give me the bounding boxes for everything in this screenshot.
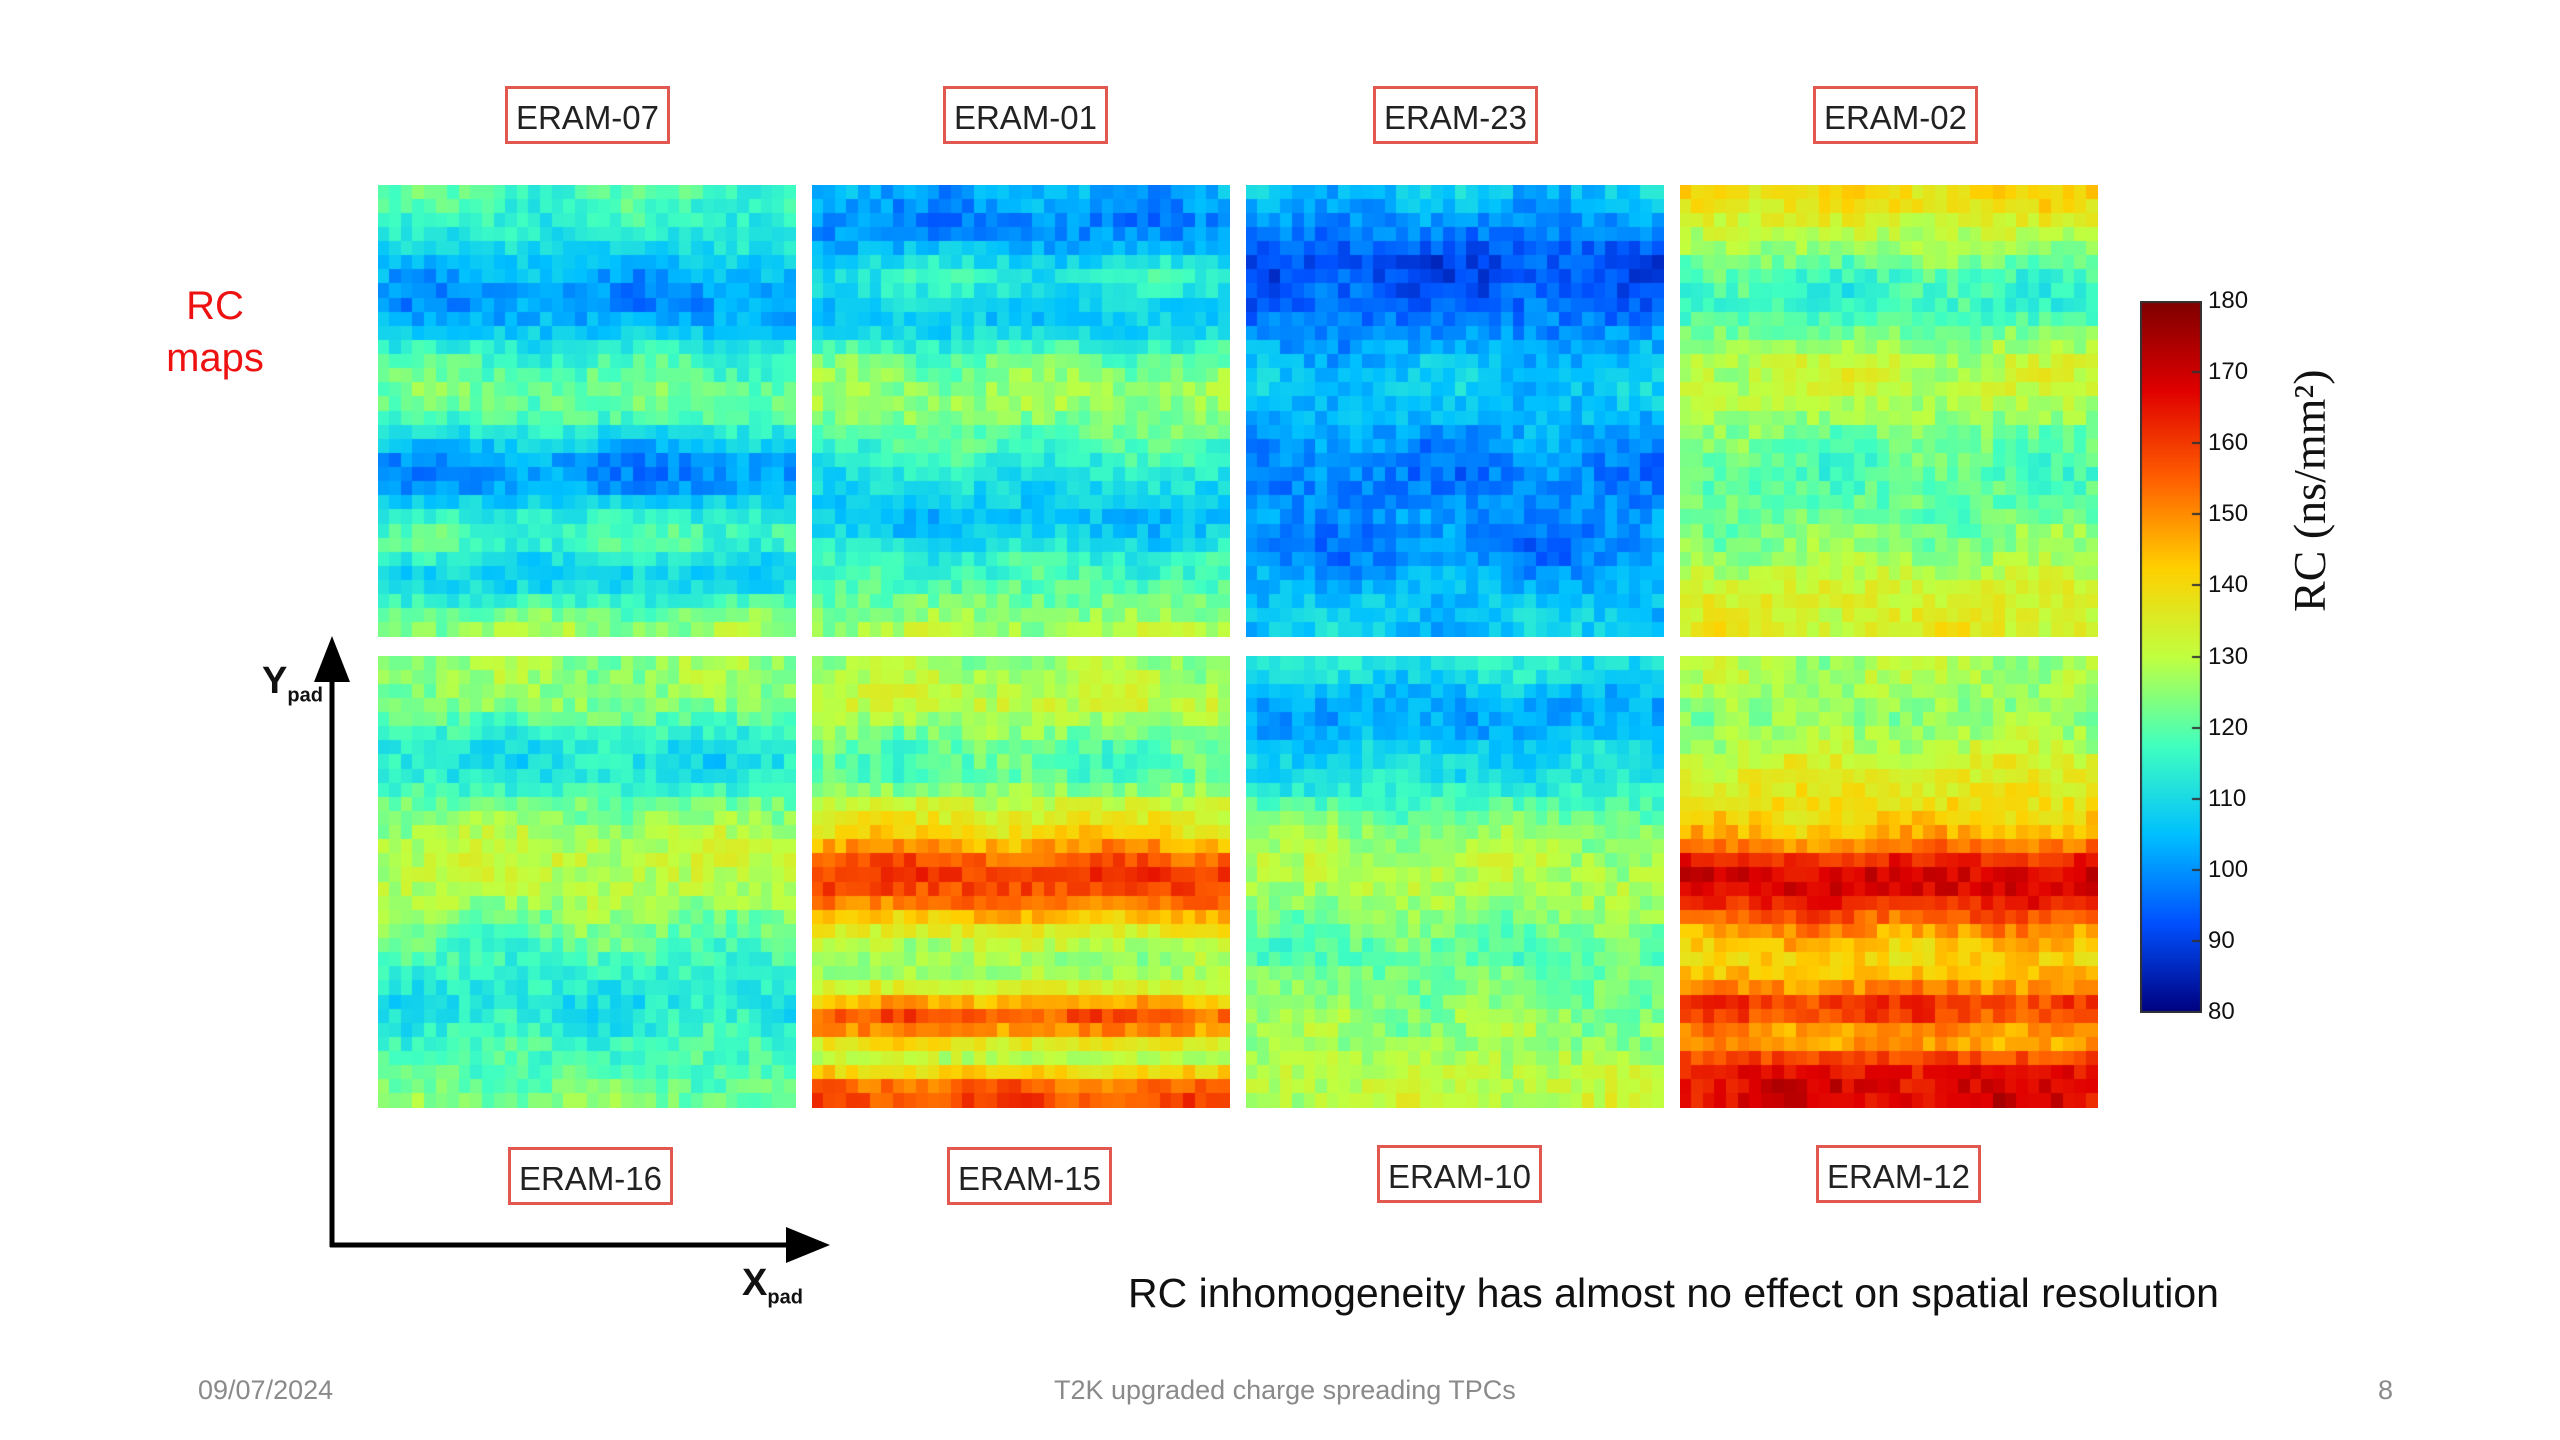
colorbar-tick-label: 120 (2208, 713, 2249, 741)
colorbar-tick-label: 130 (2208, 642, 2249, 670)
panel-title-eram-07: ERAM-07 (505, 86, 670, 144)
x-axis-label-main: X (742, 1262, 768, 1304)
x-axis-label-sub: pad (767, 1286, 803, 1309)
colorbar-tick-label: 160 (2208, 429, 2249, 457)
colorbar-tick-label: 180 (2208, 287, 2249, 314)
heatmap-eram-01 (812, 185, 1230, 637)
colorbar-tick-label: 90 (2208, 926, 2235, 954)
heatmap-eram-02 (1680, 185, 2098, 637)
colorbar (2140, 301, 2202, 1013)
side-title-line1: RC (186, 284, 244, 328)
conclusion-text: RC inhomogeneity has almost no effect on… (1128, 1270, 2219, 1316)
colorbar-tick-label: 150 (2208, 500, 2249, 528)
x-axis-label: Xpad (742, 1262, 803, 1310)
heatmap-eram-12 (1680, 656, 2098, 1108)
panel-title-eram-15: ERAM-15 (947, 1147, 1112, 1205)
heatmap-eram-10 (1246, 656, 1664, 1108)
heatmap-eram-23 (1246, 185, 1664, 637)
heatmap-eram-07 (378, 185, 796, 637)
panel-title-eram-10: ERAM-10 (1377, 1145, 1542, 1203)
y-axis-label: Ypad (262, 660, 323, 708)
colorbar-tick-label: 110 (2208, 784, 2247, 812)
footer-title: T2K upgraded charge spreading TPCs (1054, 1375, 1516, 1405)
colorbar-title: RC (ns/mm²) (2284, 369, 2335, 612)
panel-title-eram-23: ERAM-23 (1373, 86, 1538, 144)
side-title: RC maps (150, 280, 280, 384)
heatmap-eram-16 (378, 656, 796, 1108)
colorbar-tick-label: 170 (2208, 358, 2249, 386)
side-title-line2: maps (166, 336, 264, 380)
y-axis-label-sub: pad (287, 684, 323, 707)
panel-title-eram-01: ERAM-01 (943, 86, 1108, 144)
footer-date: 09/07/2024 (198, 1375, 334, 1405)
panel-title-eram-12: ERAM-12 (1816, 1145, 1981, 1203)
footer-page: 8 (2378, 1375, 2394, 1405)
x-axis-arrowhead (786, 1227, 830, 1263)
panel-title-eram-02: ERAM-02 (1813, 86, 1978, 144)
colorbar-tick-label: 100 (2208, 855, 2249, 883)
heatmap-eram-15 (812, 656, 1230, 1108)
colorbar-tick-label: 80 (2208, 998, 2235, 1025)
colorbar-tick-label: 140 (2208, 571, 2249, 599)
y-axis-label-main: Y (262, 660, 288, 702)
panel-title-eram-16: ERAM-16 (508, 1147, 673, 1205)
